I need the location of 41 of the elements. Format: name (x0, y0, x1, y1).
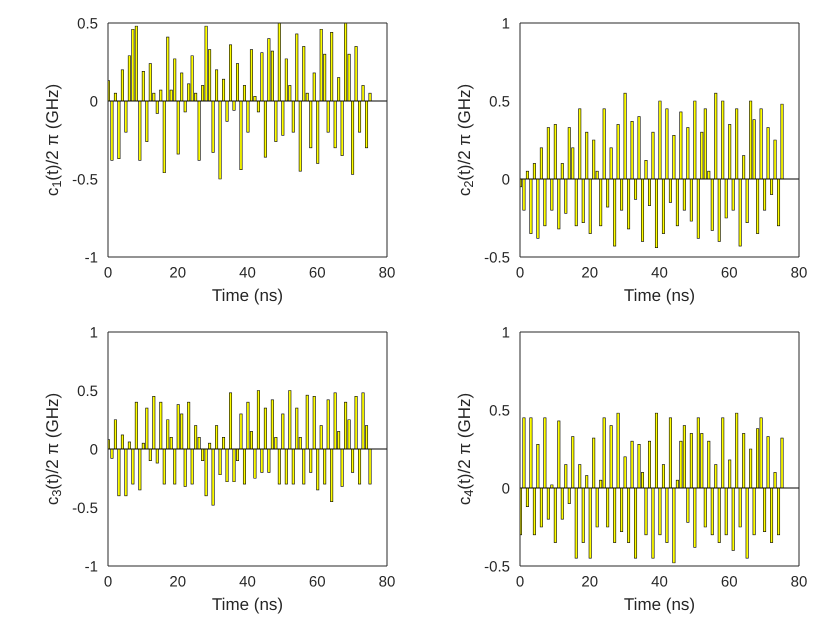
x-axis-title: Time (ns) (212, 286, 284, 305)
x-axis-title: Time (ns) (624, 595, 696, 614)
x-tick-label: 60 (308, 264, 326, 282)
x-tick-label: 20 (169, 264, 186, 282)
x-tick-label: 40 (651, 574, 668, 591)
y-tick-label: -0.5 (72, 500, 98, 517)
y-tick-label: -0.5 (484, 558, 510, 576)
y-tick-label: 1 (502, 15, 510, 32)
x-tick-label: 20 (581, 574, 598, 591)
x-axis-title: Time (ns) (212, 595, 284, 614)
y-tick-label: 1 (502, 324, 510, 342)
x-tick-label: 40 (651, 264, 668, 282)
x-tick-label: 0 (516, 574, 524, 591)
x-tick-label: 60 (720, 574, 738, 591)
y-tick-label: 0.5 (489, 402, 510, 420)
x-tick-label: 0 (104, 264, 112, 282)
x-tick-label: 80 (790, 574, 808, 591)
y-tick-label: 0 (90, 93, 98, 110)
x-tick-label: 60 (720, 264, 738, 282)
y-tick-label: 1 (90, 324, 98, 342)
x-tick-label: 0 (516, 264, 524, 282)
y-tick-label: 0.5 (489, 93, 510, 110)
x-tick-label: 80 (790, 264, 808, 282)
x-tick-label: 60 (308, 574, 326, 591)
y-tick-label: 0 (502, 171, 510, 188)
x-axis-title: Time (ns) (624, 286, 696, 305)
y-tick-label: 0 (90, 441, 98, 458)
x-tick-label: 40 (239, 264, 256, 282)
x-tick-label: 80 (378, 264, 396, 282)
y-tick-label: -0.5 (72, 171, 98, 188)
y-tick-label: 0.5 (77, 15, 98, 32)
x-tick-label: 80 (378, 574, 396, 591)
x-tick-label: 40 (239, 574, 256, 591)
y-tick-label: -0.5 (484, 249, 510, 266)
y-tick-label: 0 (502, 480, 510, 498)
x-tick-label: 20 (169, 574, 186, 591)
x-tick-label: 0 (104, 574, 112, 591)
y-tick-label: -1 (84, 249, 98, 266)
y-tick-label: -1 (84, 558, 98, 576)
x-tick-label: 20 (581, 264, 598, 282)
y-tick-label: 0.5 (77, 382, 98, 400)
